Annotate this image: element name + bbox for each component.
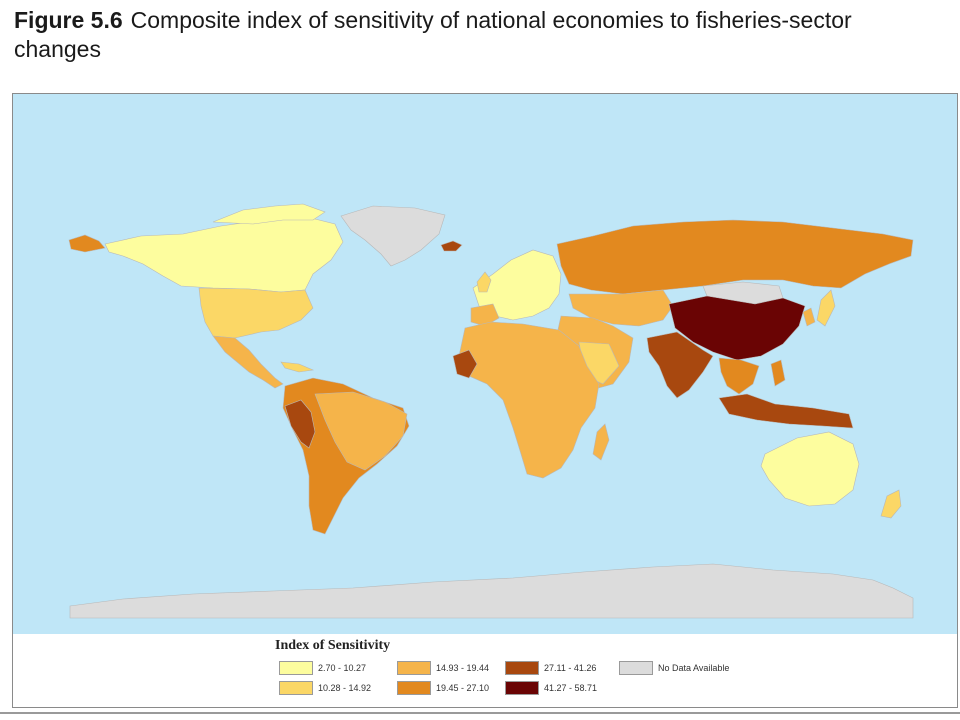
legend-swatch: [397, 661, 431, 675]
region-caribbean: [280, 361, 315, 373]
legend-swatch: [279, 661, 313, 675]
legend-swatch: [505, 681, 539, 695]
legend-item-class-4: 19.45 - 27.10: [397, 681, 489, 695]
region-madagascar: [592, 423, 610, 461]
region-japan: [816, 289, 836, 327]
world-map-svg: [68, 203, 914, 619]
figure-label: Figure 5.6: [14, 7, 123, 33]
legend-title: Index of Sensitivity: [275, 638, 391, 653]
region-korea: [802, 307, 816, 327]
legend-label: No Data Available: [658, 663, 730, 673]
legend-item-no-data: No Data Available: [619, 661, 729, 675]
region-antarctica: [69, 563, 914, 619]
legend-item-class-3: 14.93 - 19.44: [397, 661, 489, 675]
figure-title: Composite index of sensitivity of nation…: [14, 7, 852, 62]
region-africa: [458, 321, 600, 479]
region-new-zealand: [880, 489, 902, 519]
region-russia: [556, 219, 914, 295]
region-china: [668, 295, 806, 361]
legend-label: 41.27 - 58.71: [544, 683, 598, 693]
region-indonesia: [718, 393, 854, 429]
legend-item-class-5: 27.11 - 41.26: [505, 661, 596, 675]
region-uk: [476, 271, 492, 293]
region-south-asia: [646, 331, 714, 399]
region-southeast-asia: [718, 357, 760, 395]
region-alaska: [68, 234, 106, 253]
legend-swatch: [397, 681, 431, 695]
map-figure-frame: Index of Sensitivity 2.70 - 10.27 10.28 …: [12, 93, 958, 708]
region-philippines: [770, 359, 786, 387]
legend-label: 14.93 - 19.44: [436, 663, 490, 673]
map-legend: Index of Sensitivity 2.70 - 10.27 10.28 …: [13, 634, 957, 707]
legend-item-class-1: 2.70 - 10.27: [279, 661, 366, 675]
region-greenland: [340, 205, 446, 267]
region-australia: [760, 431, 860, 507]
region-canada: [104, 215, 344, 293]
legend-item-class-6: 41.27 - 58.71: [505, 681, 597, 695]
region-iceland: [440, 240, 463, 252]
legend-swatch: [279, 681, 313, 695]
region-central-asia: [568, 289, 674, 327]
legend-swatch: [505, 661, 539, 675]
region-peru-ecuador: [284, 399, 316, 449]
bottom-divider: [0, 712, 960, 714]
legend-label: 27.11 - 41.26: [544, 663, 597, 673]
region-brazil: [314, 391, 408, 471]
legend-label: 2.70 - 10.27: [318, 663, 367, 673]
legend-item-class-2: 10.28 - 14.92: [279, 681, 371, 695]
figure-heading: Figure 5.6 Composite index of sensitivity…: [14, 6, 944, 64]
world-map: [13, 94, 957, 634]
legend-label: 19.45 - 27.10: [436, 683, 490, 693]
region-mexico-central-america: [212, 335, 284, 389]
legend-swatch: [619, 661, 653, 675]
region-usa: [198, 287, 314, 339]
region-west-africa: [452, 349, 478, 379]
legend-label: 10.28 - 14.92: [318, 683, 372, 693]
region-arctic-islands: [212, 203, 326, 225]
